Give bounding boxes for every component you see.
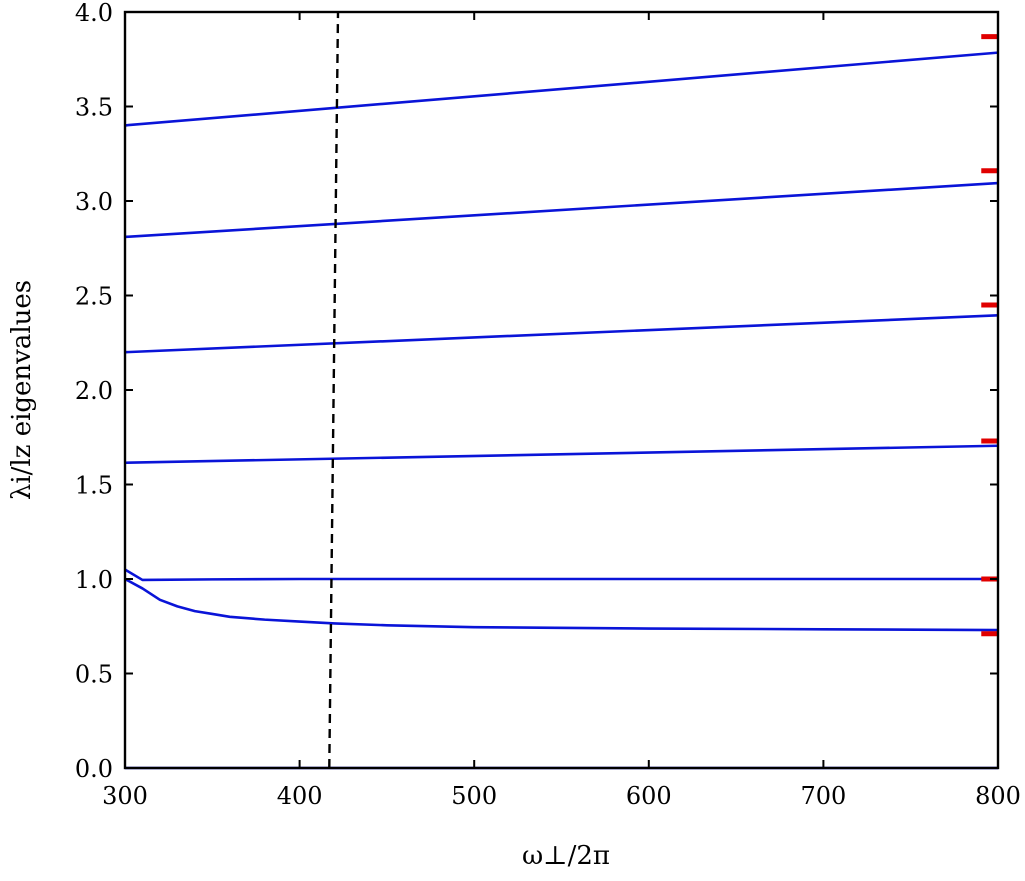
ticks: 300 400 500 600 700 800 0.0 0.5 1.0 1.5 2.0 2.5 3.0 3… <box>75 0 1021 810</box>
plot-frame <box>123 10 1000 770</box>
series-line-7 <box>124 51 999 127</box>
marker-layer <box>981 34 998 637</box>
y-tick-label: 2.5 <box>75 283 113 311</box>
series-line-3 <box>124 568 998 582</box>
y-tick-label: 0.5 <box>75 661 113 689</box>
x-tick-label: 400 <box>277 782 323 810</box>
y-tick-label: 1.5 <box>75 472 113 500</box>
x-tick-label: 500 <box>451 782 497 810</box>
series-line-2 <box>124 577 999 632</box>
x-tick-label: 700 <box>800 782 846 810</box>
y-tick-label: 4.0 <box>75 0 113 27</box>
series-layer <box>124 11 999 770</box>
y-tick-label: 3.0 <box>75 188 113 216</box>
y-tick-label: 3.5 <box>75 94 113 122</box>
series-line-5 <box>124 314 999 354</box>
dashed-reference-line <box>328 11 340 769</box>
y-axis-label: λi/lz eigenvalues <box>7 280 37 500</box>
y-tick-label: 2.0 <box>75 377 113 405</box>
y-tick-label: 0.0 <box>75 755 113 783</box>
x-tick-label: 300 <box>102 782 148 810</box>
x-axis-label: ω⊥/2π <box>522 841 610 871</box>
axes-frame <box>123 10 1000 770</box>
x-tick-label: 800 <box>975 782 1021 810</box>
y-tick-label: 1.0 <box>75 566 113 594</box>
series-line-4 <box>124 444 999 465</box>
x-tick-label: 600 <box>626 782 672 810</box>
series-line-6 <box>124 181 999 239</box>
